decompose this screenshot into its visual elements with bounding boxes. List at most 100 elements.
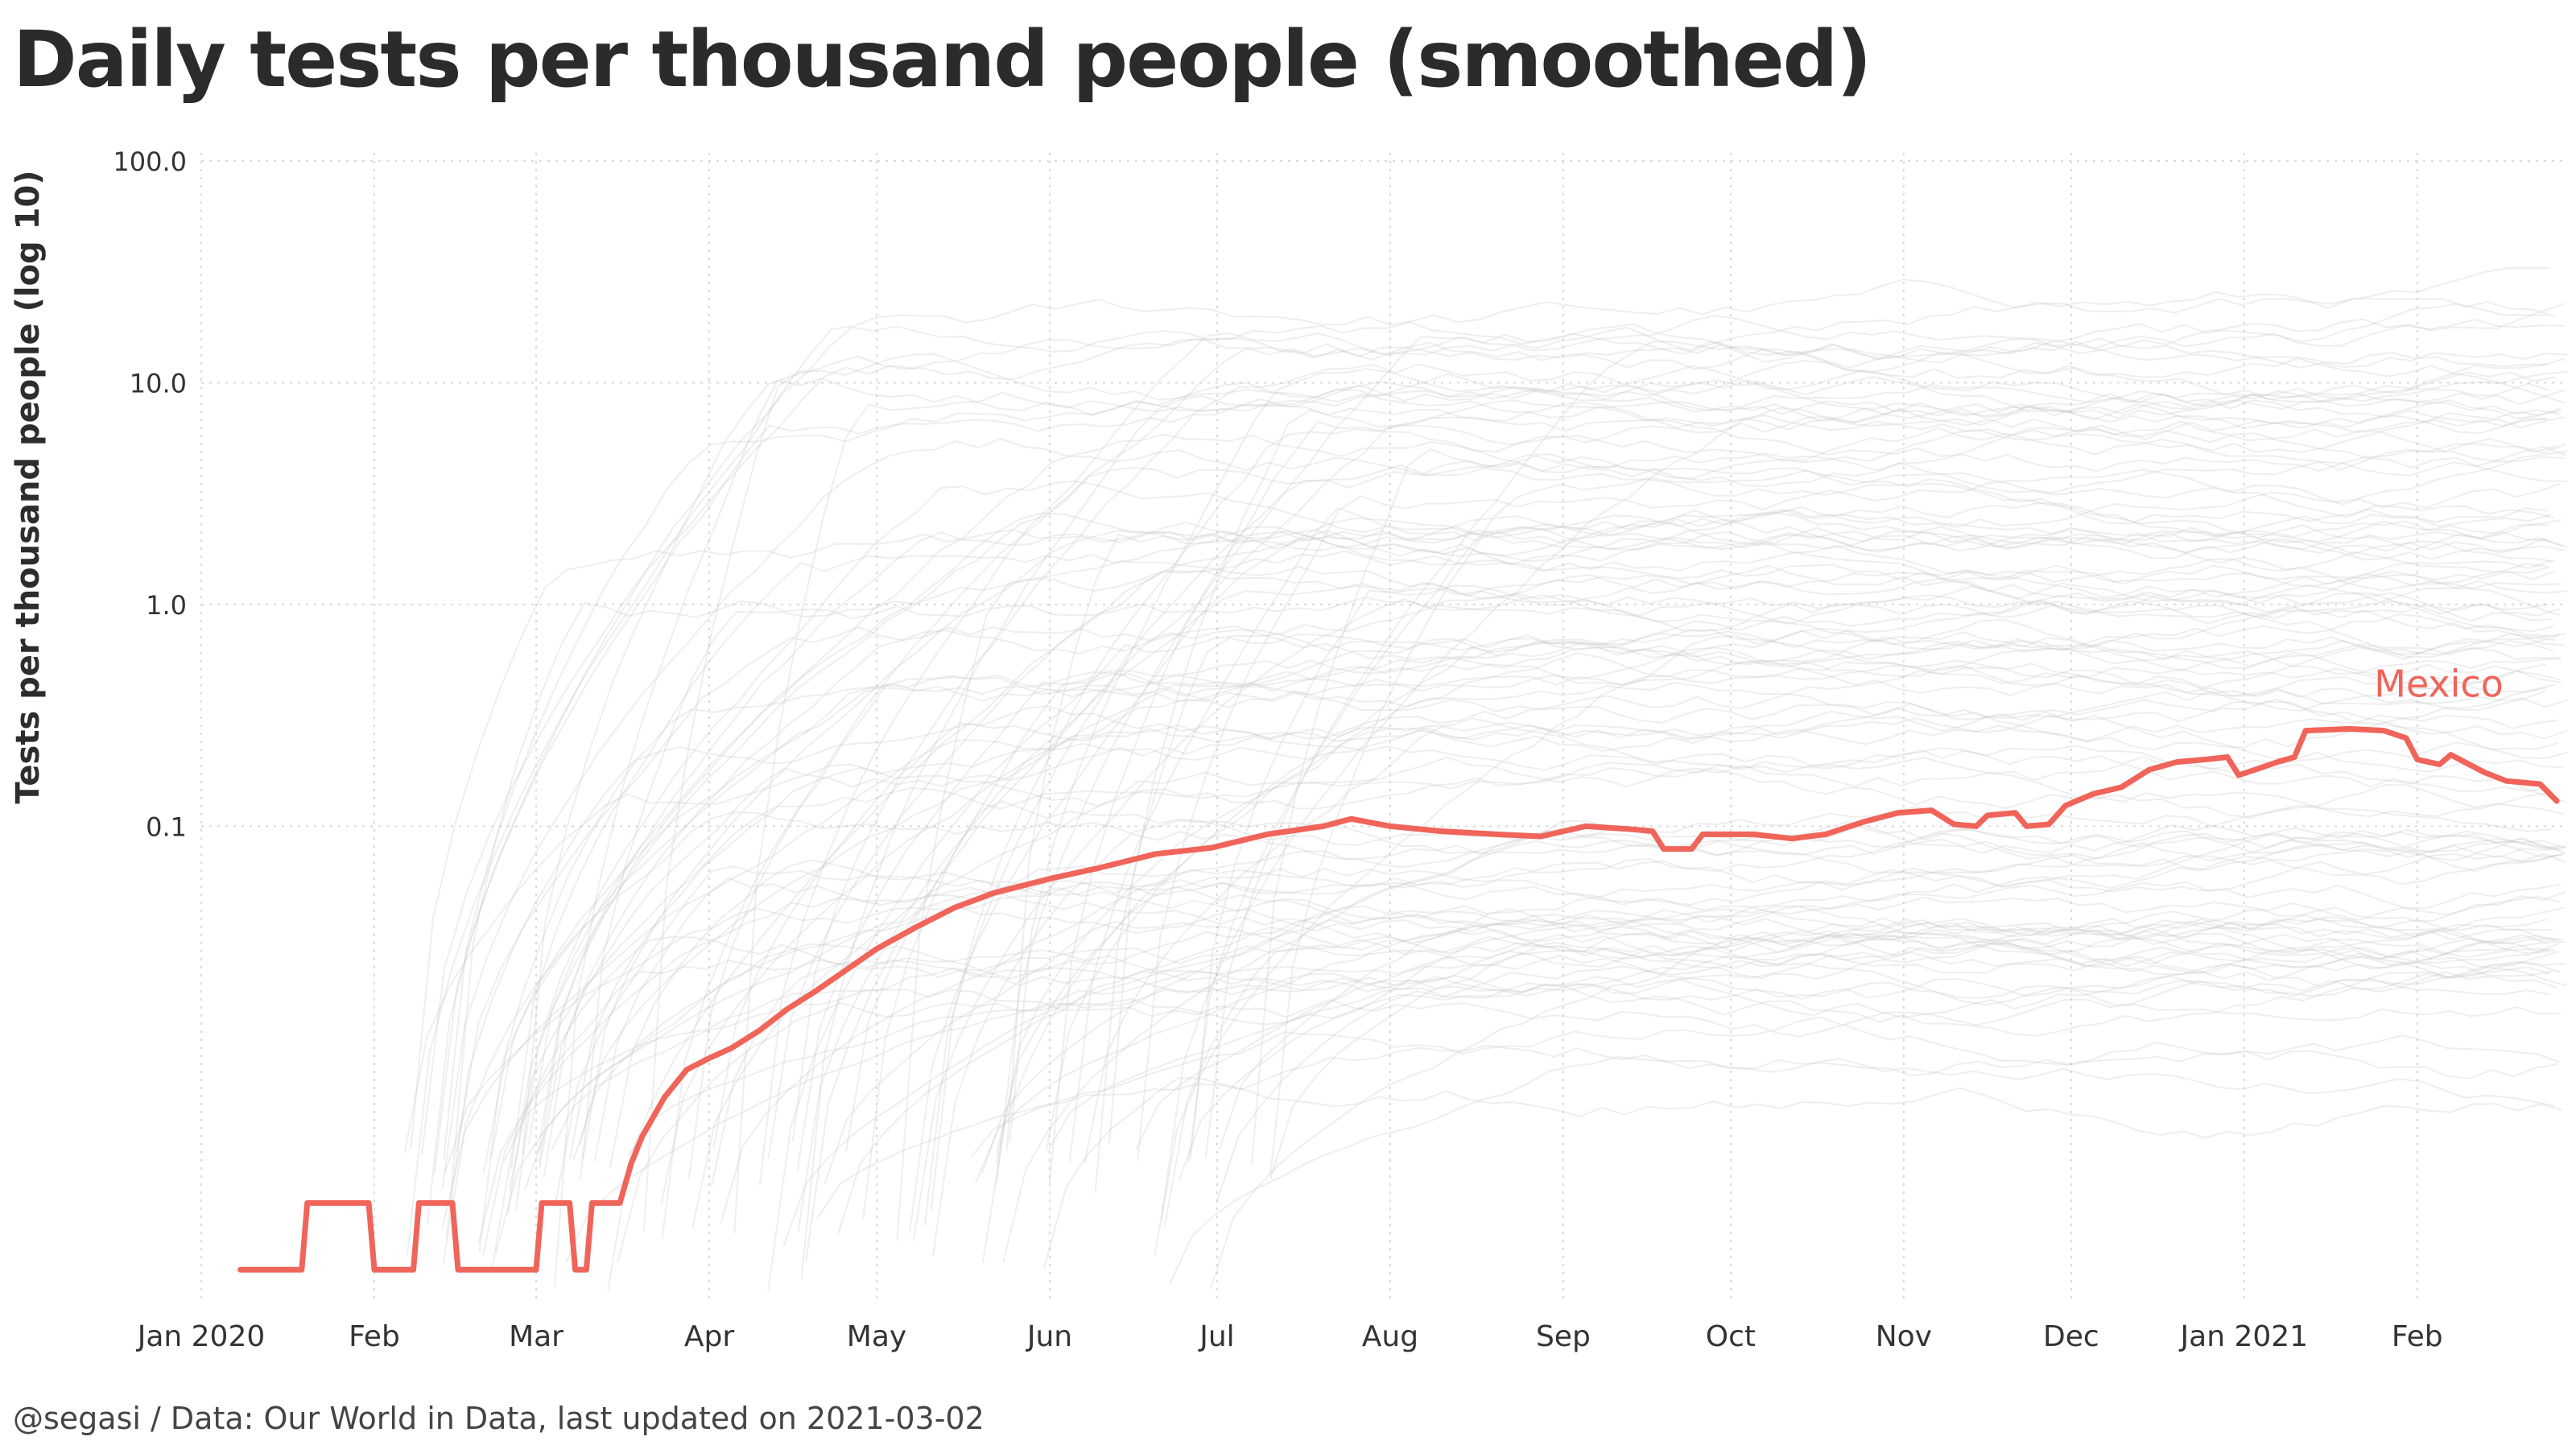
background-country-line (494, 943, 2550, 1253)
background-country-line (403, 763, 2549, 1154)
background-country-line (445, 663, 2568, 1236)
background-country-line (974, 831, 2562, 1184)
background-country-line (800, 379, 2566, 1279)
background-country-line (816, 1034, 2560, 1219)
background-country-line (805, 407, 2548, 1262)
background-country-line (523, 830, 2557, 1191)
x-tick-label: Nov (1876, 1320, 1932, 1353)
x-tick-label: Aug (1362, 1320, 1418, 1353)
background-country-line (661, 604, 2561, 1239)
background-country-line (1137, 450, 2567, 1162)
background-country-line (510, 509, 2566, 1169)
background-country-line (553, 318, 2565, 1287)
background-country-line (580, 558, 2568, 1180)
x-tick-label: Mar (509, 1320, 564, 1353)
background-country-line (1178, 924, 2564, 1182)
series-label: Mexico (2374, 662, 2504, 705)
x-tick-label: Sep (1536, 1320, 1591, 1353)
background-country-line (609, 859, 2553, 1168)
y-axis-label: Tests per thousand people (log 10) (10, 170, 47, 803)
x-tick-label: Dec (2043, 1320, 2099, 1353)
background-country-line (932, 819, 2563, 1256)
background-country-line (607, 544, 2551, 1290)
background-country-line (996, 652, 2560, 1163)
background-country-line (506, 460, 2562, 1216)
background-country-line (1269, 945, 2566, 1180)
background-country-line (1084, 700, 2559, 1164)
background-country-line (1160, 414, 2568, 1222)
background-country-line (1042, 1077, 2563, 1269)
background-country-line (1204, 341, 2568, 1158)
background-country-line (982, 690, 2546, 1263)
background-country-line (930, 398, 2562, 1211)
background-country-line (1210, 923, 2551, 1290)
grid-layer (200, 153, 2568, 1304)
background-country-line (543, 625, 2554, 1178)
background-country-line (477, 886, 2556, 1244)
background-country-line (442, 811, 2566, 1263)
y-tick-label: 0.1 (146, 811, 187, 842)
background-country-line (490, 642, 2546, 1156)
background-country-line (1046, 604, 2566, 1150)
background-country-line (1108, 409, 2561, 1144)
background-country-line (572, 869, 2562, 1160)
background-country-line (579, 681, 2568, 1146)
background-country-line (449, 566, 2549, 1200)
background-country-line (797, 517, 2562, 1232)
background-country-line (568, 714, 2557, 1160)
x-tick-label: May (847, 1320, 906, 1353)
axis-layer: 100.0 10.0 1.0 0.1 Jan 2020 Feb Mar Apr May Jun Ju… (113, 147, 2442, 1353)
background-country-line (537, 433, 2548, 1154)
background-country-line (1269, 445, 2566, 1174)
highlight-series-layer: Mexico (237, 662, 2560, 1273)
background-country-line (538, 521, 2549, 1164)
background-country-line (642, 353, 2565, 1232)
background-country-line (1046, 890, 2566, 1153)
x-tick-label: Feb (349, 1320, 400, 1353)
background-country-line (733, 388, 2566, 1234)
background-country-line (844, 800, 2566, 1152)
series-line-mexico (237, 725, 2560, 1273)
background-country-line (1135, 941, 2566, 1150)
x-tick-label: Oct (1706, 1320, 1756, 1353)
background-country-line (441, 714, 2564, 1229)
x-tick-label: Jan 2020 (136, 1320, 266, 1353)
x-tick-label: Jan 2021 (2179, 1320, 2309, 1353)
background-country-line (421, 339, 2566, 1154)
x-tick-label: Feb (2392, 1320, 2443, 1353)
x-tick-label: Jun (1026, 1320, 1072, 1353)
background-country-line (522, 298, 2555, 1154)
background-country-line (758, 303, 2546, 1185)
background-country-line (514, 480, 2548, 1210)
background-country-line (433, 371, 2556, 1174)
background-country-line (909, 569, 2562, 1233)
background-country-line (1008, 368, 2550, 1144)
background-country-line (478, 683, 2557, 1253)
background-country-line (1164, 896, 2549, 1226)
background-country-line (791, 363, 2557, 1142)
y-tick-label: 1.0 (146, 590, 187, 621)
background-country-line (443, 357, 2566, 1160)
background-country-line (824, 920, 2566, 1185)
background-country-line (1218, 906, 2560, 1150)
background-country-lines (403, 267, 2569, 1290)
background-country-line (456, 626, 2556, 1152)
background-country-line (995, 886, 2560, 1155)
x-tick-label: Apr (684, 1320, 734, 1353)
background-country-line (836, 854, 2557, 1235)
background-country-line (539, 736, 2549, 1169)
background-country-line (687, 303, 2565, 1180)
background-country-line (767, 511, 2555, 1159)
background-country-line (1005, 533, 2548, 1150)
background-country-line (554, 832, 2566, 1204)
background-country-line (1190, 582, 2553, 1158)
background-country-line (551, 965, 2562, 1151)
background-country-line (896, 560, 2549, 1241)
background-country-line (482, 895, 2560, 1256)
y-tick-label: 10.0 (130, 368, 187, 398)
background-country-line (1169, 1055, 2555, 1285)
background-country-line (1251, 418, 2547, 1164)
background-country-line (971, 971, 2557, 1158)
background-country-line (1068, 507, 2566, 1162)
